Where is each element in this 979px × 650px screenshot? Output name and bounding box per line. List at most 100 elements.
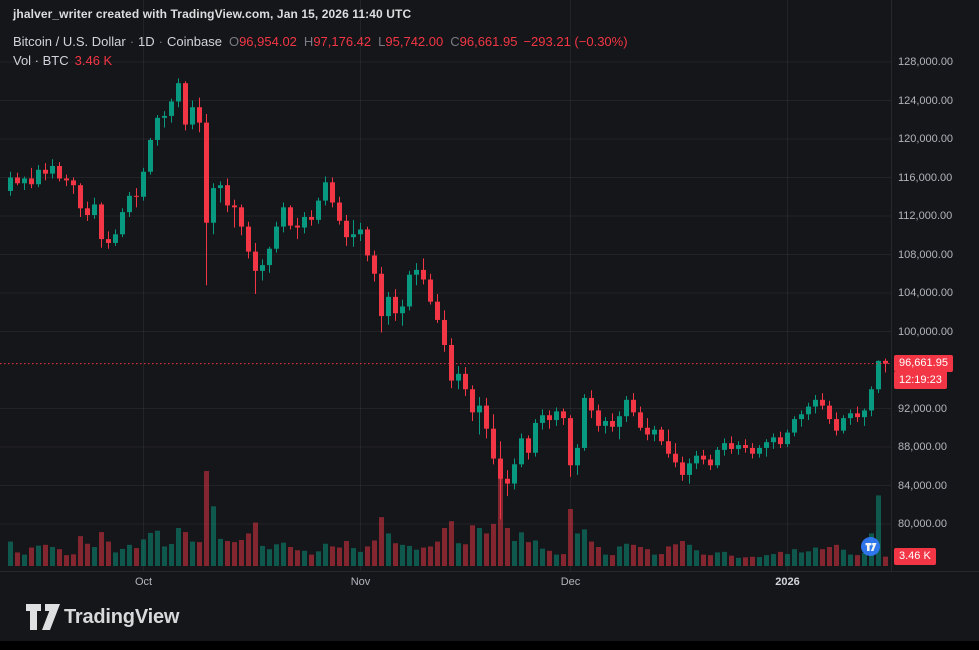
- volume-bar: [281, 542, 286, 566]
- volume-bar: [834, 544, 839, 566]
- candle-body: [470, 389, 475, 413]
- volume-bar: [155, 530, 160, 566]
- time-axis[interactable]: Oct Nov Dec 2026: [0, 571, 979, 594]
- candle-body: [855, 413, 860, 418]
- legend-volume-row: Vol · BTC 3.46 K: [13, 51, 628, 70]
- footer-bar: TradingView: [0, 596, 979, 640]
- chart-legend: Bitcoin / U.S. Dollar · 1D · Coinbase O96,954…: [13, 32, 628, 70]
- candle-body: [372, 255, 377, 274]
- volume-bar: [820, 549, 825, 566]
- volume-bar: [666, 546, 671, 566]
- candle-body: [596, 410, 601, 426]
- candle-body: [722, 443, 727, 450]
- candlestick-chart[interactable]: [0, 0, 979, 593]
- volume-bar: [771, 554, 776, 566]
- volume-bar: [414, 549, 419, 566]
- candle-body: [71, 180, 76, 186]
- volume-bar: [351, 548, 356, 566]
- volume-bar: [659, 554, 664, 566]
- volume-bar: [652, 554, 657, 566]
- candle-body: [554, 411, 559, 421]
- volume-bar: [645, 549, 650, 566]
- open-label: O: [228, 34, 240, 49]
- candle-body: [134, 195, 139, 197]
- candle-body: [582, 397, 587, 448]
- price-tick-label: 104,000.00: [898, 287, 954, 299]
- candle-body: [148, 139, 153, 172]
- volume-bar: [162, 546, 167, 566]
- volume-bar: [78, 536, 83, 566]
- volume-bar: [71, 554, 76, 566]
- volume-bar: [8, 541, 13, 566]
- close-value: 96,661.95: [459, 34, 518, 49]
- candle-body: [610, 421, 615, 427]
- volume-bar: [617, 546, 622, 566]
- interval-label[interactable]: 1D: [138, 34, 155, 49]
- volume-bar: [708, 555, 713, 566]
- candle-body: [379, 273, 384, 317]
- candle-body: [743, 445, 748, 448]
- volume-bar: [365, 546, 370, 566]
- candle-body: [190, 107, 195, 125]
- volume-bar: [463, 544, 468, 566]
- volume-bar: [22, 554, 27, 566]
- candle-body: [253, 251, 258, 271]
- volume-label[interactable]: Vol · BTC: [13, 53, 69, 68]
- candle-body: [225, 185, 230, 206]
- volume-bar: [113, 552, 118, 566]
- legend-separator: ·: [158, 34, 164, 49]
- volume-bar: [148, 532, 153, 566]
- candle-body: [400, 306, 405, 314]
- candle-body: [449, 344, 454, 381]
- candle-body: [267, 248, 272, 266]
- candle-body: [883, 360, 888, 364]
- volume-bar: [274, 544, 279, 566]
- price-axis[interactable]: 128,000.00 124,000.00 120,000.00 116,000.00…: [891, 0, 979, 571]
- volume-bar: [456, 543, 461, 566]
- candle-body: [694, 455, 699, 464]
- volume-bar: [799, 552, 804, 566]
- candle-body: [687, 463, 692, 475]
- price-tick-label: 128,000.00: [898, 56, 954, 68]
- volume-bar: [64, 555, 69, 566]
- candle-body: [575, 447, 580, 466]
- volume-bar: [750, 556, 755, 566]
- volume-bar: [827, 547, 832, 566]
- volume-bar: [337, 547, 342, 566]
- tradingview-logo-icon[interactable]: [26, 604, 60, 630]
- candle-body: [862, 410, 867, 418]
- legend-separator: ·: [129, 34, 135, 49]
- exchange-label: Coinbase: [167, 34, 222, 49]
- volume-bar: [701, 554, 706, 566]
- volume-bar: [526, 542, 531, 566]
- candle-body: [547, 415, 552, 421]
- candle-body: [36, 169, 41, 185]
- candle-body: [498, 458, 503, 479]
- volume-bar: [736, 557, 741, 566]
- candle-body: [869, 389, 874, 411]
- bottom-black-strip: [0, 641, 979, 650]
- candle-body: [85, 208, 90, 216]
- tradingview-wordmark[interactable]: TradingView: [64, 606, 180, 628]
- volume-bar: [743, 557, 748, 566]
- volume-bar: [715, 552, 720, 566]
- candle-body: [624, 399, 629, 417]
- volume-bar: [687, 544, 692, 566]
- volume-bar: [610, 555, 615, 566]
- candle-body: [435, 301, 440, 320]
- candle-body: [652, 429, 657, 435]
- candle-body: [323, 182, 328, 201]
- candle-body: [393, 296, 398, 314]
- volume-bar: [589, 541, 594, 566]
- volume-bar: [225, 541, 230, 566]
- tradingview-watermark-icon[interactable]: [861, 537, 880, 556]
- volume-bar: [792, 549, 797, 566]
- candle-body: [666, 441, 671, 454]
- volume-bar: [421, 547, 426, 566]
- symbol-title[interactable]: Bitcoin / U.S. Dollar: [13, 34, 126, 49]
- volume-bar: [722, 551, 727, 566]
- volume-bar: [428, 546, 433, 566]
- price-tick-label: 84,000.00: [898, 479, 947, 492]
- candle-body: [533, 422, 538, 453]
- candle-body: [22, 178, 27, 184]
